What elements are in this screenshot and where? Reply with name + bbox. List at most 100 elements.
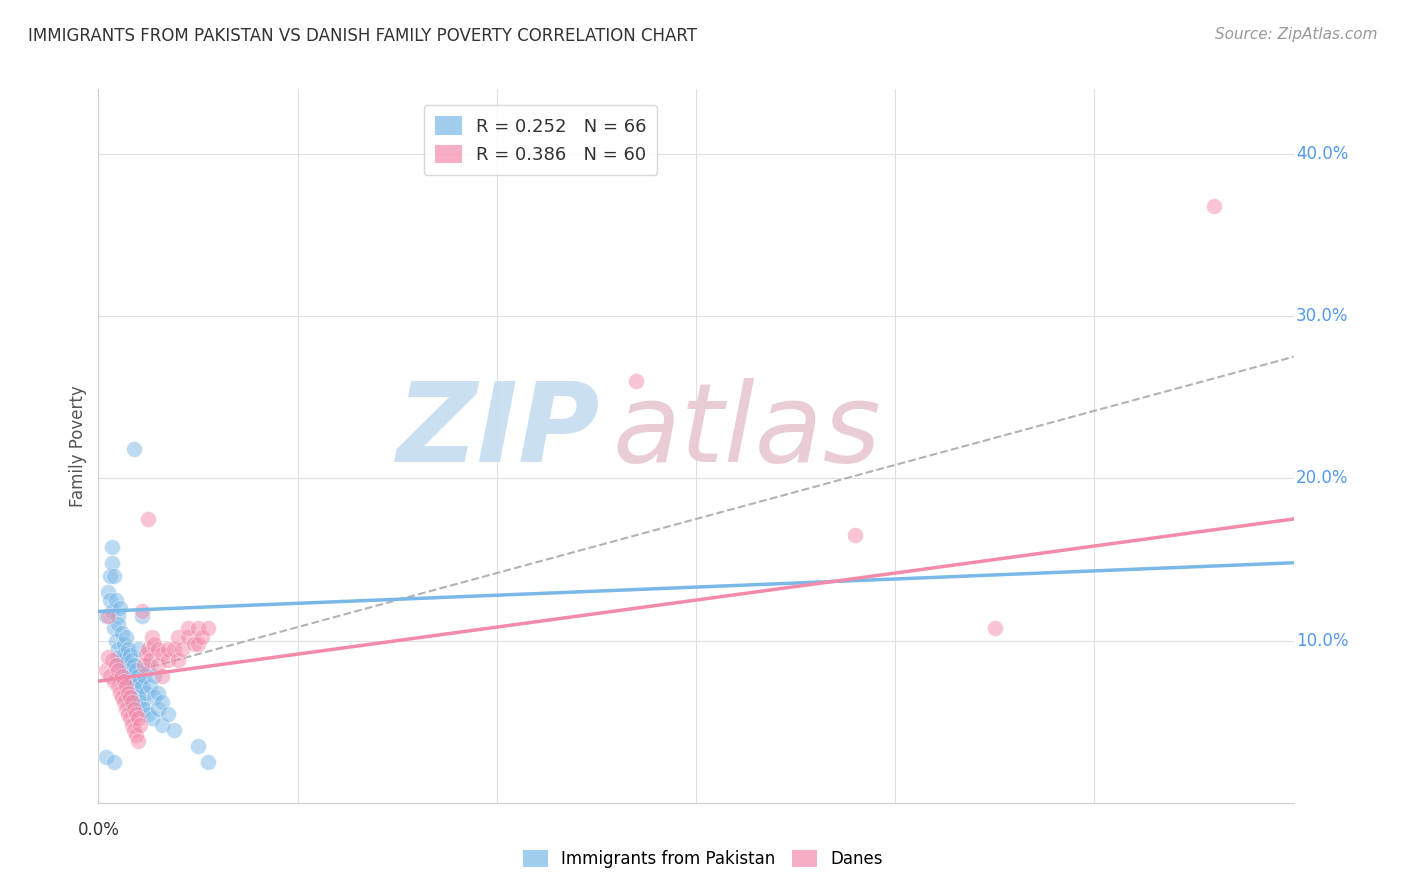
Point bbox=[134, 702, 156, 716]
Point bbox=[111, 669, 134, 683]
Point bbox=[107, 641, 129, 656]
Point bbox=[97, 585, 120, 599]
Point bbox=[129, 718, 152, 732]
Point bbox=[983, 621, 1005, 635]
Point bbox=[107, 617, 129, 632]
Legend: R = 0.252   N = 66, R = 0.386   N = 60: R = 0.252 N = 66, R = 0.386 N = 60 bbox=[423, 105, 658, 175]
Point bbox=[98, 593, 122, 607]
Point bbox=[150, 718, 173, 732]
Point bbox=[127, 711, 149, 725]
Point bbox=[120, 690, 142, 705]
Point bbox=[150, 669, 173, 683]
Point bbox=[127, 734, 149, 748]
Point bbox=[98, 669, 122, 683]
Point bbox=[187, 739, 209, 753]
Point bbox=[125, 685, 148, 699]
Point bbox=[97, 609, 120, 624]
Point bbox=[115, 657, 138, 671]
Point bbox=[105, 593, 128, 607]
Point bbox=[110, 657, 132, 672]
Point bbox=[103, 568, 125, 582]
Point bbox=[124, 723, 146, 737]
Point bbox=[124, 679, 146, 693]
Point bbox=[120, 648, 142, 663]
Text: 10.0%: 10.0% bbox=[1296, 632, 1348, 649]
Point bbox=[101, 556, 124, 570]
Point bbox=[103, 756, 125, 770]
Text: IMMIGRANTS FROM PAKISTAN VS DANISH FAMILY POVERTY CORRELATION CHART: IMMIGRANTS FROM PAKISTAN VS DANISH FAMIL… bbox=[28, 27, 697, 45]
Point bbox=[167, 653, 190, 667]
Point bbox=[121, 718, 143, 732]
Point bbox=[127, 669, 149, 683]
Point bbox=[112, 695, 135, 709]
Point bbox=[107, 649, 129, 664]
Point bbox=[136, 706, 159, 721]
Point bbox=[107, 679, 129, 693]
Text: ZIP: ZIP bbox=[396, 378, 600, 485]
Point bbox=[844, 528, 866, 542]
Text: 30.0%: 30.0% bbox=[1296, 307, 1348, 326]
Point bbox=[127, 690, 149, 705]
Point bbox=[187, 637, 209, 651]
Point bbox=[139, 653, 162, 667]
Point bbox=[150, 647, 173, 661]
Point bbox=[117, 706, 139, 721]
Point bbox=[134, 669, 156, 683]
Text: atlas: atlas bbox=[612, 378, 882, 485]
Point bbox=[167, 631, 190, 645]
Point bbox=[120, 669, 142, 683]
Point bbox=[157, 706, 180, 721]
Legend: Immigrants from Pakistan, Danes: Immigrants from Pakistan, Danes bbox=[516, 843, 890, 875]
Point bbox=[134, 657, 156, 672]
Point bbox=[131, 609, 153, 624]
Point bbox=[197, 756, 219, 770]
Point bbox=[143, 669, 166, 683]
Point bbox=[131, 679, 153, 693]
Point bbox=[129, 695, 152, 709]
Point bbox=[121, 653, 143, 667]
Point bbox=[157, 641, 180, 656]
Point bbox=[115, 631, 138, 645]
Point bbox=[150, 695, 173, 709]
Point bbox=[136, 512, 159, 526]
Text: 20.0%: 20.0% bbox=[1296, 469, 1348, 487]
Point bbox=[112, 647, 135, 661]
Point bbox=[624, 374, 647, 388]
Point bbox=[117, 690, 139, 705]
Point bbox=[124, 657, 146, 672]
Point bbox=[103, 674, 125, 689]
Point bbox=[148, 657, 170, 672]
Y-axis label: Family Poverty: Family Poverty bbox=[69, 385, 87, 507]
Point bbox=[148, 641, 170, 656]
Point bbox=[135, 685, 157, 699]
Point bbox=[125, 728, 148, 742]
Point bbox=[101, 653, 124, 667]
Text: 0.0%: 0.0% bbox=[77, 821, 120, 838]
Point bbox=[103, 621, 125, 635]
Point bbox=[177, 621, 200, 635]
Point bbox=[110, 685, 132, 699]
Point bbox=[157, 653, 180, 667]
Point bbox=[112, 674, 135, 689]
Point bbox=[124, 442, 146, 457]
Point bbox=[112, 637, 135, 651]
Point bbox=[101, 604, 124, 618]
Point bbox=[197, 621, 219, 635]
Point bbox=[107, 609, 129, 624]
Point bbox=[117, 685, 139, 699]
Point bbox=[127, 641, 149, 656]
Point bbox=[111, 690, 134, 705]
Point bbox=[148, 702, 170, 716]
Point bbox=[177, 631, 200, 645]
Point bbox=[105, 657, 128, 672]
Point bbox=[1202, 199, 1225, 213]
Point bbox=[96, 609, 118, 624]
Point bbox=[172, 641, 194, 656]
Point bbox=[131, 698, 153, 713]
Point bbox=[101, 540, 124, 554]
Point bbox=[98, 568, 122, 582]
Point bbox=[141, 711, 163, 725]
Point bbox=[96, 750, 118, 764]
Point bbox=[163, 641, 186, 656]
Point bbox=[107, 663, 129, 677]
